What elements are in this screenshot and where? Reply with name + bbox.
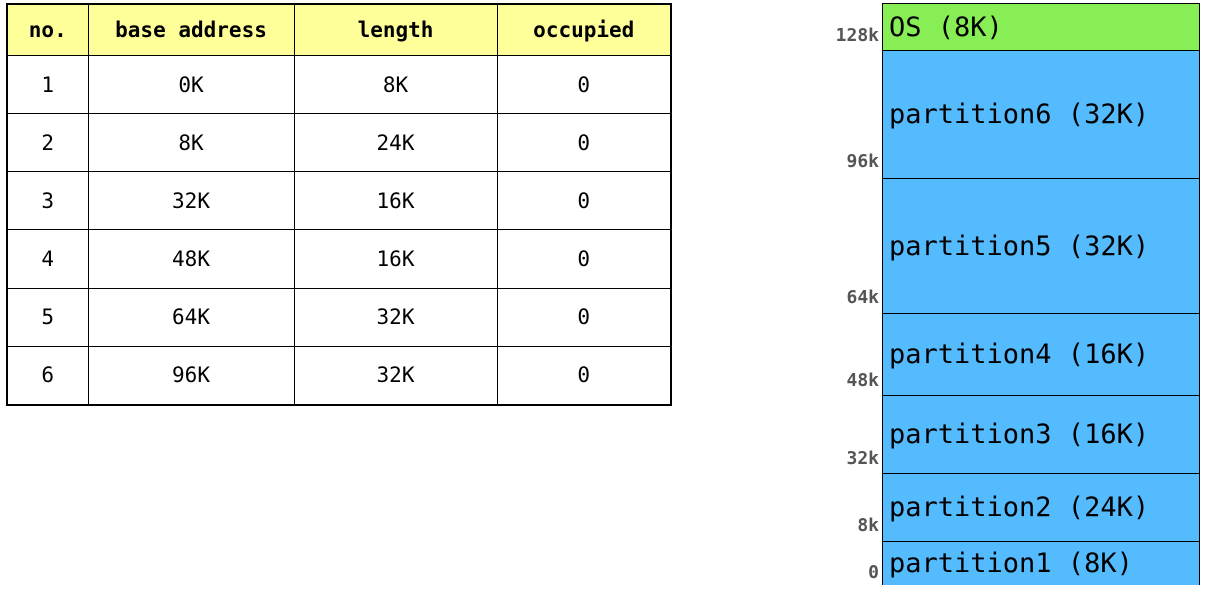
table-row: 5 64K 32K 0 [6,287,672,347]
cell-no: 1 [6,54,89,115]
memory-block-partition6: partition6 (32K) [883,50,1199,178]
cell-base-address: 0K [87,54,295,115]
address-label: 8k [857,515,879,536]
cell-occupied: 0 [496,287,672,347]
address-label: 0 [868,562,879,583]
table-row: 4 48K 16K 0 [6,229,672,289]
cell-length: 32K [293,345,498,406]
cell-length: 24K [293,113,498,173]
cell-base-address: 96K [87,345,295,406]
memory-layout: OS (8K) partition6 (32K) partition5 (32K… [882,3,1200,585]
address-label: 48k [846,370,879,391]
cell-base-address: 32K [87,171,295,231]
memory-block-label: partition5 (32K) [889,230,1150,262]
memory-block-partition4: partition4 (16K) [883,313,1199,395]
cell-occupied: 0 [496,113,672,173]
cell-base-address: 64K [87,287,295,347]
memory-block-label: OS (8K) [889,11,1003,43]
cell-length: 32K [293,287,498,347]
cell-occupied: 0 [496,171,672,231]
cell-occupied: 0 [496,229,672,289]
cell-no: 2 [6,113,89,173]
address-label: 128k [835,25,879,46]
partition-table: no. base address length occupied 1 0K 8K… [6,3,672,406]
table-row: 1 0K 8K 0 [6,54,672,115]
header-base-address: base address [87,3,295,56]
header-length: length [293,3,498,56]
memory-block-label: partition6 (32K) [889,99,1150,130]
cell-no: 6 [6,345,89,406]
header-occupied: occupied [496,3,672,56]
cell-base-address: 48K [87,229,295,289]
memory-block-label: partition2 (24K) [889,492,1150,523]
cell-base-address: 8K [87,113,295,173]
cell-no: 3 [6,171,89,231]
cell-no: 4 [6,229,89,289]
table-header-row: no. base address length occupied [6,3,672,56]
memory-block-partition3: partition3 (16K) [883,395,1199,473]
cell-length: 16K [293,229,498,289]
address-label: 96k [846,151,879,172]
memory-block-partition1: partition1 (8K) [883,541,1199,585]
cell-occupied: 0 [496,54,672,115]
table-row: 6 96K 32K 0 [6,345,672,406]
memory-block-partition2: partition2 (24K) [883,473,1199,541]
address-label: 32k [846,448,879,469]
cell-occupied: 0 [496,345,672,406]
cell-length: 8K [293,54,498,115]
address-label: 64k [846,287,879,308]
memory-block-os: OS (8K) [883,4,1199,50]
cell-length: 16K [293,171,498,231]
memory-block-partition5: partition5 (32K) [883,178,1199,313]
table-row: 3 32K 16K 0 [6,171,672,231]
memory-block-label: partition3 (16K) [889,419,1150,450]
table-row: 2 8K 24K 0 [6,113,672,173]
memory-block-label: partition1 (8K) [889,548,1133,579]
cell-no: 5 [6,287,89,347]
memory-block-label: partition4 (16K) [889,339,1150,370]
header-no: no. [6,3,89,56]
